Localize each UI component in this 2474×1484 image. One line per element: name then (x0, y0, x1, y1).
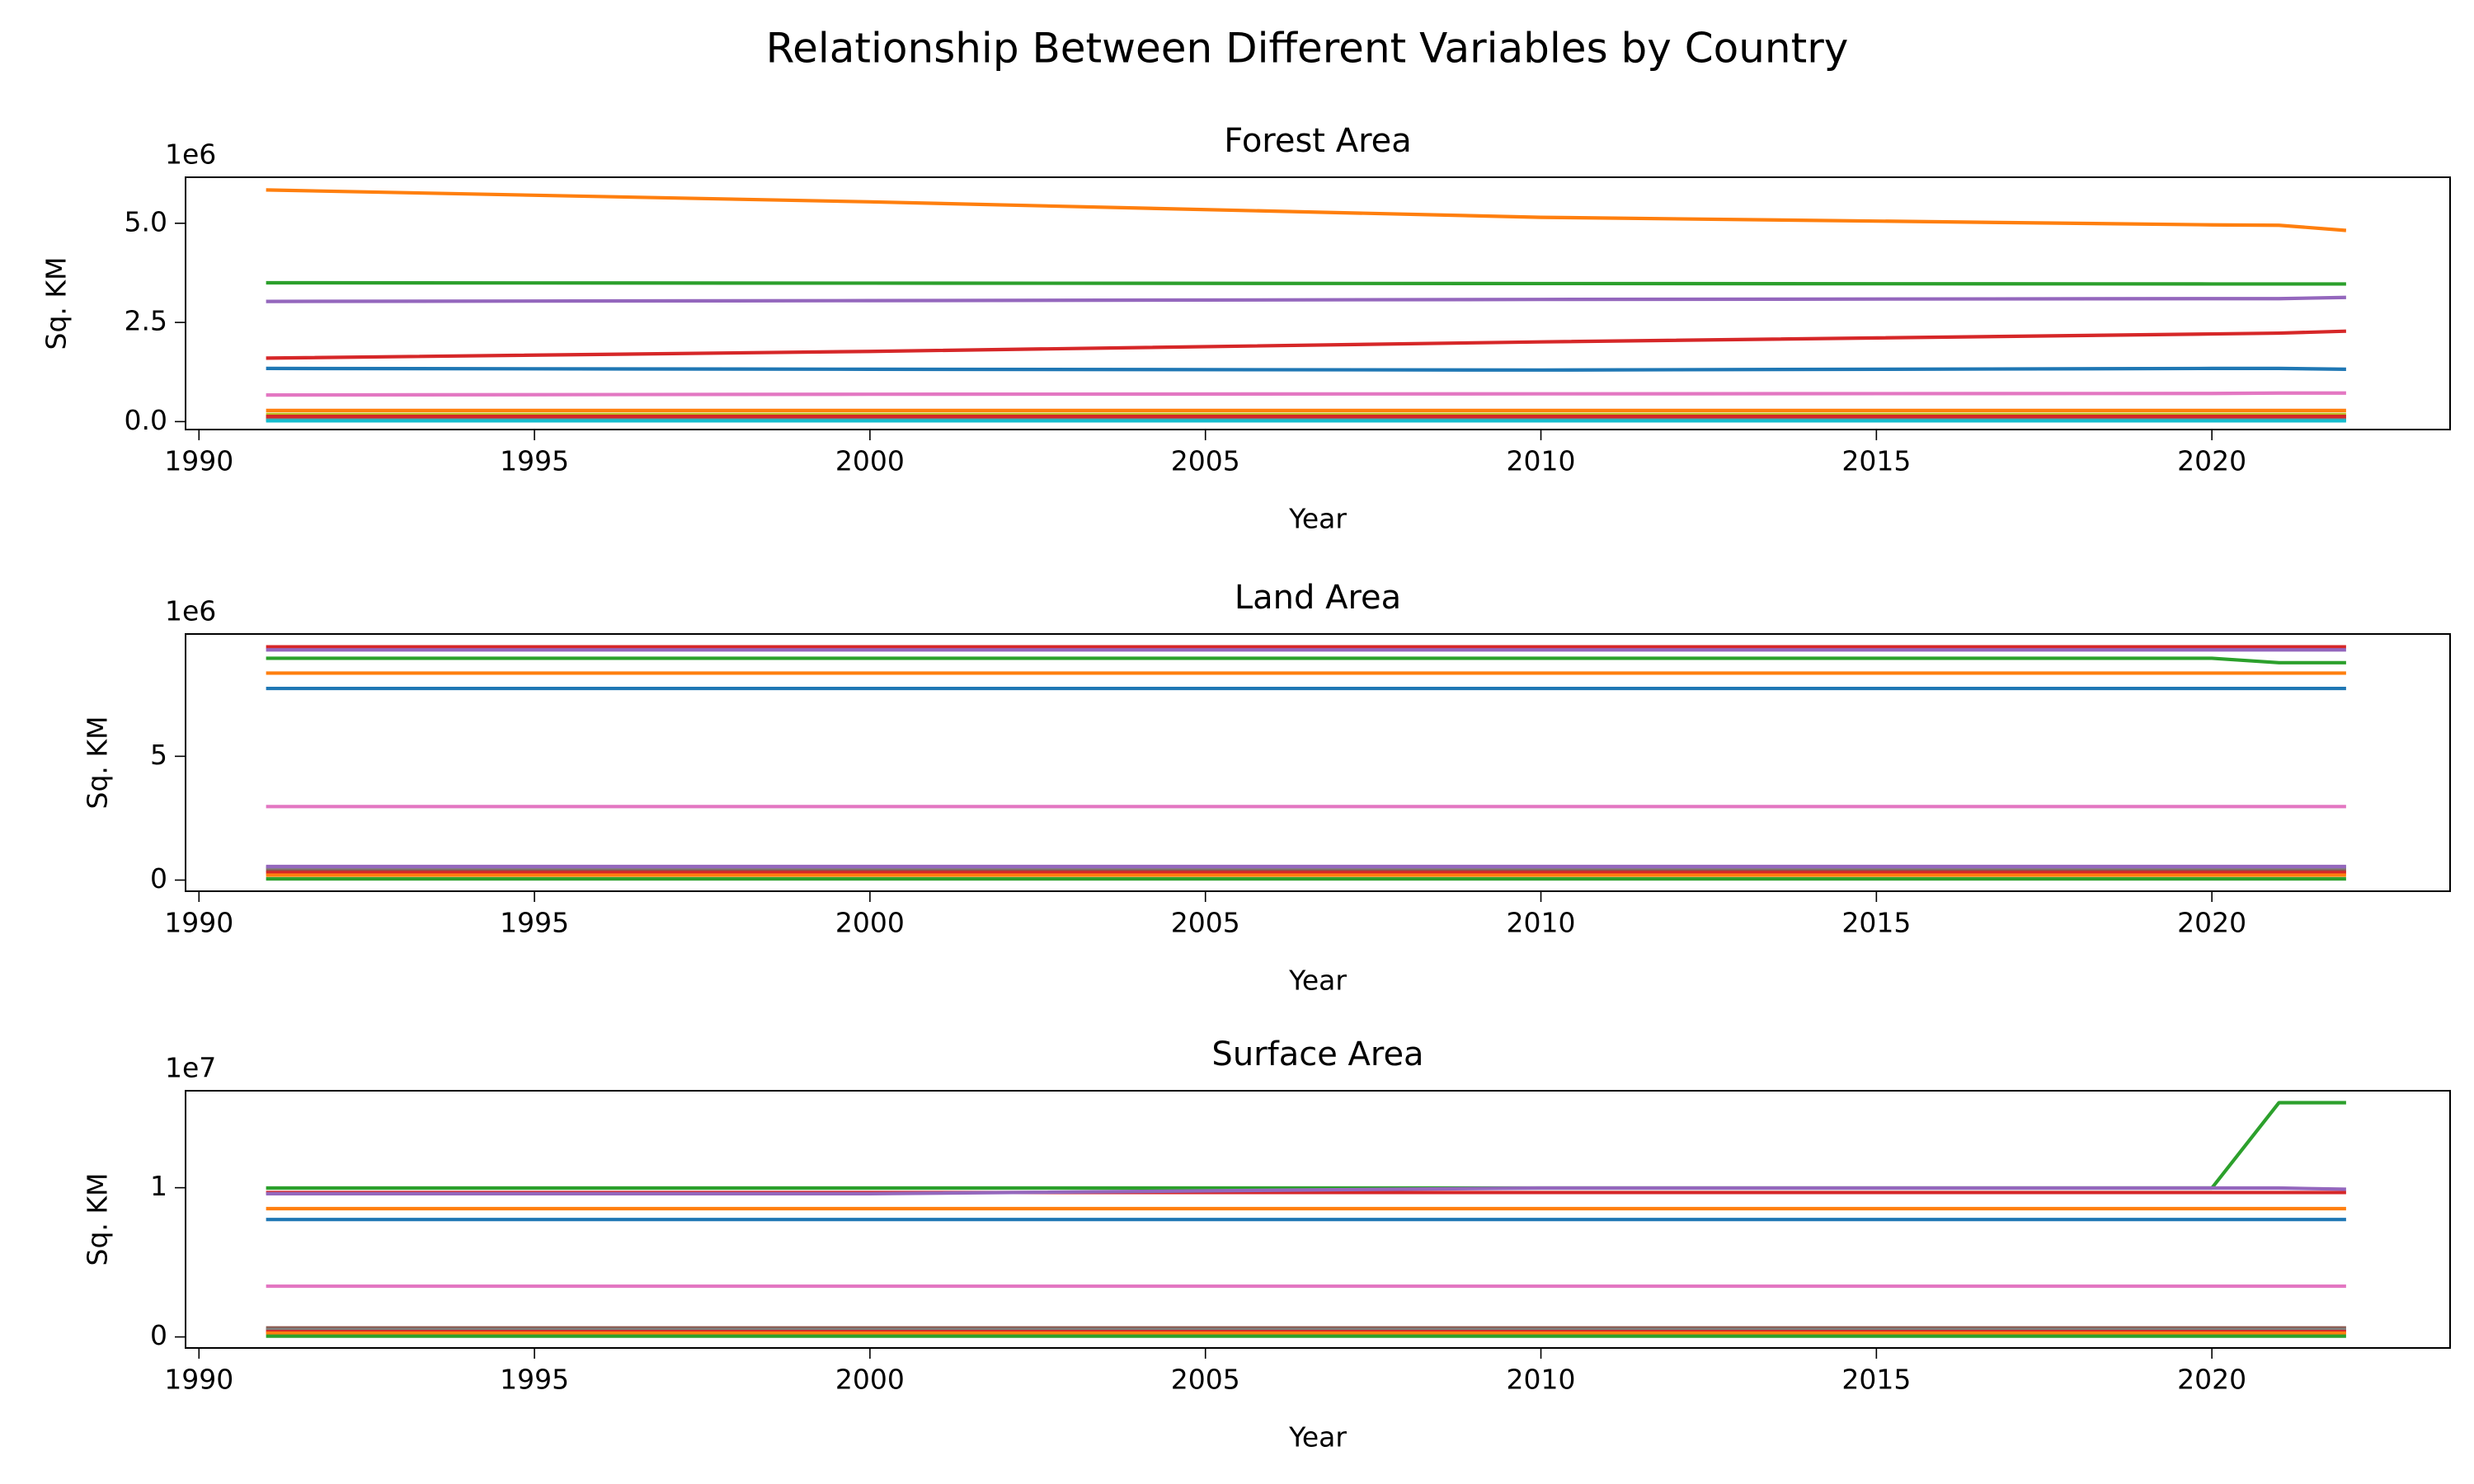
x-axis-label: Year (1288, 965, 1347, 997)
x-tick-label: 2015 (1841, 907, 1911, 939)
x-tick-label: 2000 (835, 1364, 905, 1396)
x-tick-label: 2015 (1841, 1364, 1911, 1396)
offset-text: 1e6 (165, 595, 216, 627)
figure-title: Relationship Between Different Variables… (766, 25, 1849, 73)
x-tick-label: 1995 (500, 1364, 569, 1396)
x-tick-label: 1995 (500, 445, 569, 477)
y-tick-label: 1 (150, 1170, 167, 1202)
x-tick-label: 2005 (1171, 907, 1240, 939)
x-tick-label: 2020 (2177, 907, 2246, 939)
x-tick-label: 2005 (1171, 445, 1240, 477)
x-tick-label: 2005 (1171, 1364, 1240, 1396)
x-tick-label: 2015 (1841, 445, 1911, 477)
y-tick-label: 0.0 (125, 404, 167, 436)
y-axis-label: Sq. KM (40, 257, 73, 350)
subplot: 1990 1995 2000 2005 2010 2015 2020 0.0 2.5 5.0 For… (40, 122, 2451, 535)
x-axis-label: Year (1288, 503, 1347, 535)
x-tick-label: 2010 (1507, 907, 1576, 939)
offset-text: 1e6 (165, 139, 216, 171)
y-tick-label: 5 (150, 739, 167, 771)
y-tick-label: 2.5 (125, 305, 167, 337)
offset-text: 1e7 (165, 1052, 216, 1084)
axes-frame (185, 1090, 2451, 1349)
x-tick-label: 2000 (835, 907, 905, 939)
series-line (266, 366, 2346, 372)
y-axis-label: Sq. KM (82, 716, 114, 810)
y-tick-label: 0 (150, 1319, 167, 1351)
y-tick-label: 5.0 (125, 205, 167, 237)
series-line (266, 295, 2346, 303)
subplot: 1990 1995 2000 2005 2010 2015 2020 0 1 Surface Ar… (82, 1036, 2451, 1453)
series-line (266, 656, 2346, 665)
y-axis-label: Sq. KM (82, 1173, 114, 1266)
x-tick-label: 1990 (164, 1364, 233, 1396)
series-line (266, 1186, 2346, 1195)
x-tick-label: 2010 (1507, 1364, 1576, 1396)
series-line (266, 391, 2346, 397)
x-tick-label: 1990 (164, 445, 233, 477)
x-tick-label: 1990 (164, 907, 233, 939)
series-line (266, 188, 2347, 232)
x-tick-label: 2020 (2177, 445, 2246, 477)
x-tick-label: 2000 (835, 445, 905, 477)
x-tick-label: 2020 (2177, 1364, 2246, 1396)
y-tick-label: 0 (150, 862, 167, 895)
axes-frame (185, 176, 2451, 430)
x-tick-label: 2010 (1507, 445, 1576, 477)
x-axis-label: Year (1288, 1421, 1347, 1453)
axes-frame (185, 633, 2451, 892)
series-line (266, 280, 2346, 286)
axis-title: Land Area (1235, 579, 1401, 617)
series-line (266, 329, 2346, 360)
axis-title: Forest Area (1224, 122, 1412, 160)
axis-title: Surface Area (1211, 1036, 1423, 1073)
x-tick-label: 1995 (500, 907, 569, 939)
subplot: 1990 1995 2000 2005 2010 2015 2020 0 5 Land Area 1… (82, 579, 2451, 997)
